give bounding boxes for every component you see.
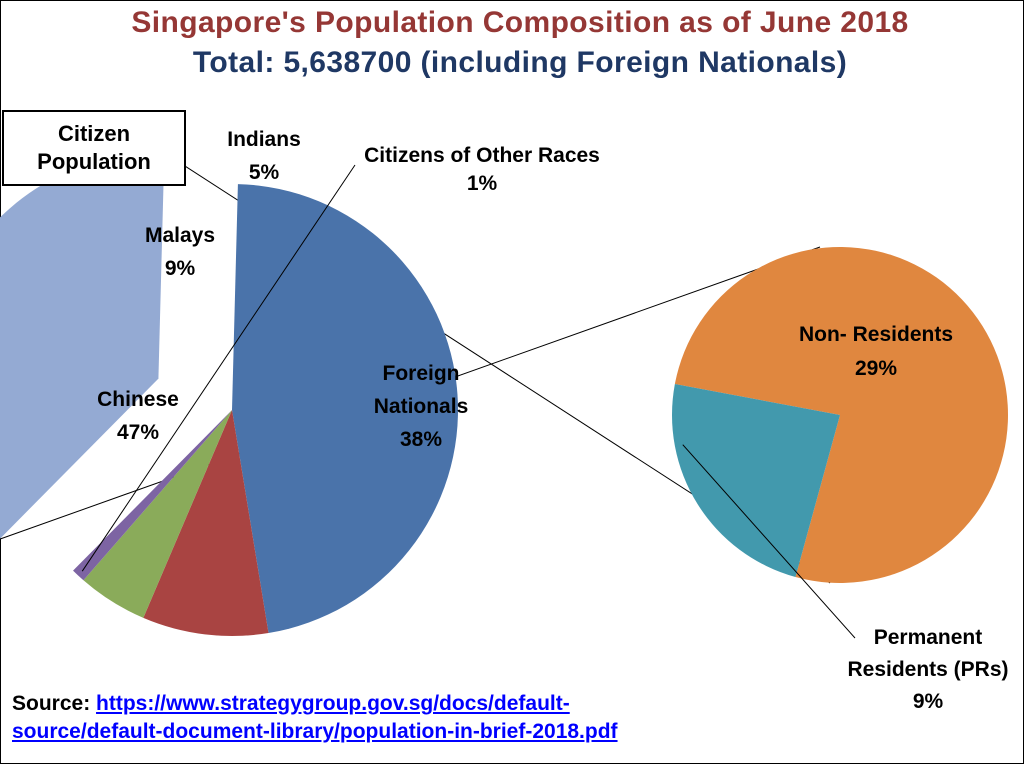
chart-title: Singapore's Population Composition as of… bbox=[131, 6, 909, 39]
chart-subtitle: Total: 5,638700 (including Foreign Natio… bbox=[192, 46, 848, 79]
label-foreign-nationals: Foreign Nationals 38% bbox=[374, 362, 469, 451]
source-link-line1: https://www.strategygroup.gov.sg/docs/de… bbox=[96, 692, 570, 715]
label-chinese: Chinese 47% bbox=[97, 388, 179, 444]
leader-line-permanent-residents bbox=[682, 444, 856, 639]
source-note: Source: https://www.strategygroup.gov.sg… bbox=[12, 690, 618, 746]
slice-citizens-of-other-races bbox=[73, 410, 232, 581]
leader-lines bbox=[81, 164, 856, 639]
slice-permanent-residents-prs bbox=[671, 384, 840, 577]
label-indians: Indians 5% bbox=[227, 128, 301, 184]
slice-foreign-nationals bbox=[0, 152, 165, 539]
label-permanent-residents: Permanent Residents (PRs) 9% bbox=[847, 626, 1008, 713]
slice-indians bbox=[83, 410, 232, 618]
label-non-residents: Non- Residents 29% bbox=[799, 323, 953, 380]
slice-labels: Chinese 47% Malays 9%Indians 5% Citizens of O… bbox=[97, 128, 1008, 713]
citizen-population-box: Citizen Population bbox=[2, 110, 186, 186]
leader-line-other-races bbox=[81, 164, 356, 572]
label-malays: Malays 9% bbox=[145, 224, 215, 280]
source-link-line2: source/default-document-library/populati… bbox=[12, 720, 618, 743]
source-prefix: Source: bbox=[12, 692, 97, 715]
source-link[interactable]: https://www.strategygroup.gov.sg/docs/de… bbox=[12, 692, 618, 743]
label-other-races: Citizens of Other Races 1% bbox=[364, 144, 600, 195]
slice-non-residents bbox=[674, 247, 1008, 584]
main-pie bbox=[0, 152, 459, 636]
sub-pie bbox=[671, 247, 1008, 584]
slice-chinese bbox=[232, 184, 459, 634]
slice-malays bbox=[143, 410, 269, 636]
